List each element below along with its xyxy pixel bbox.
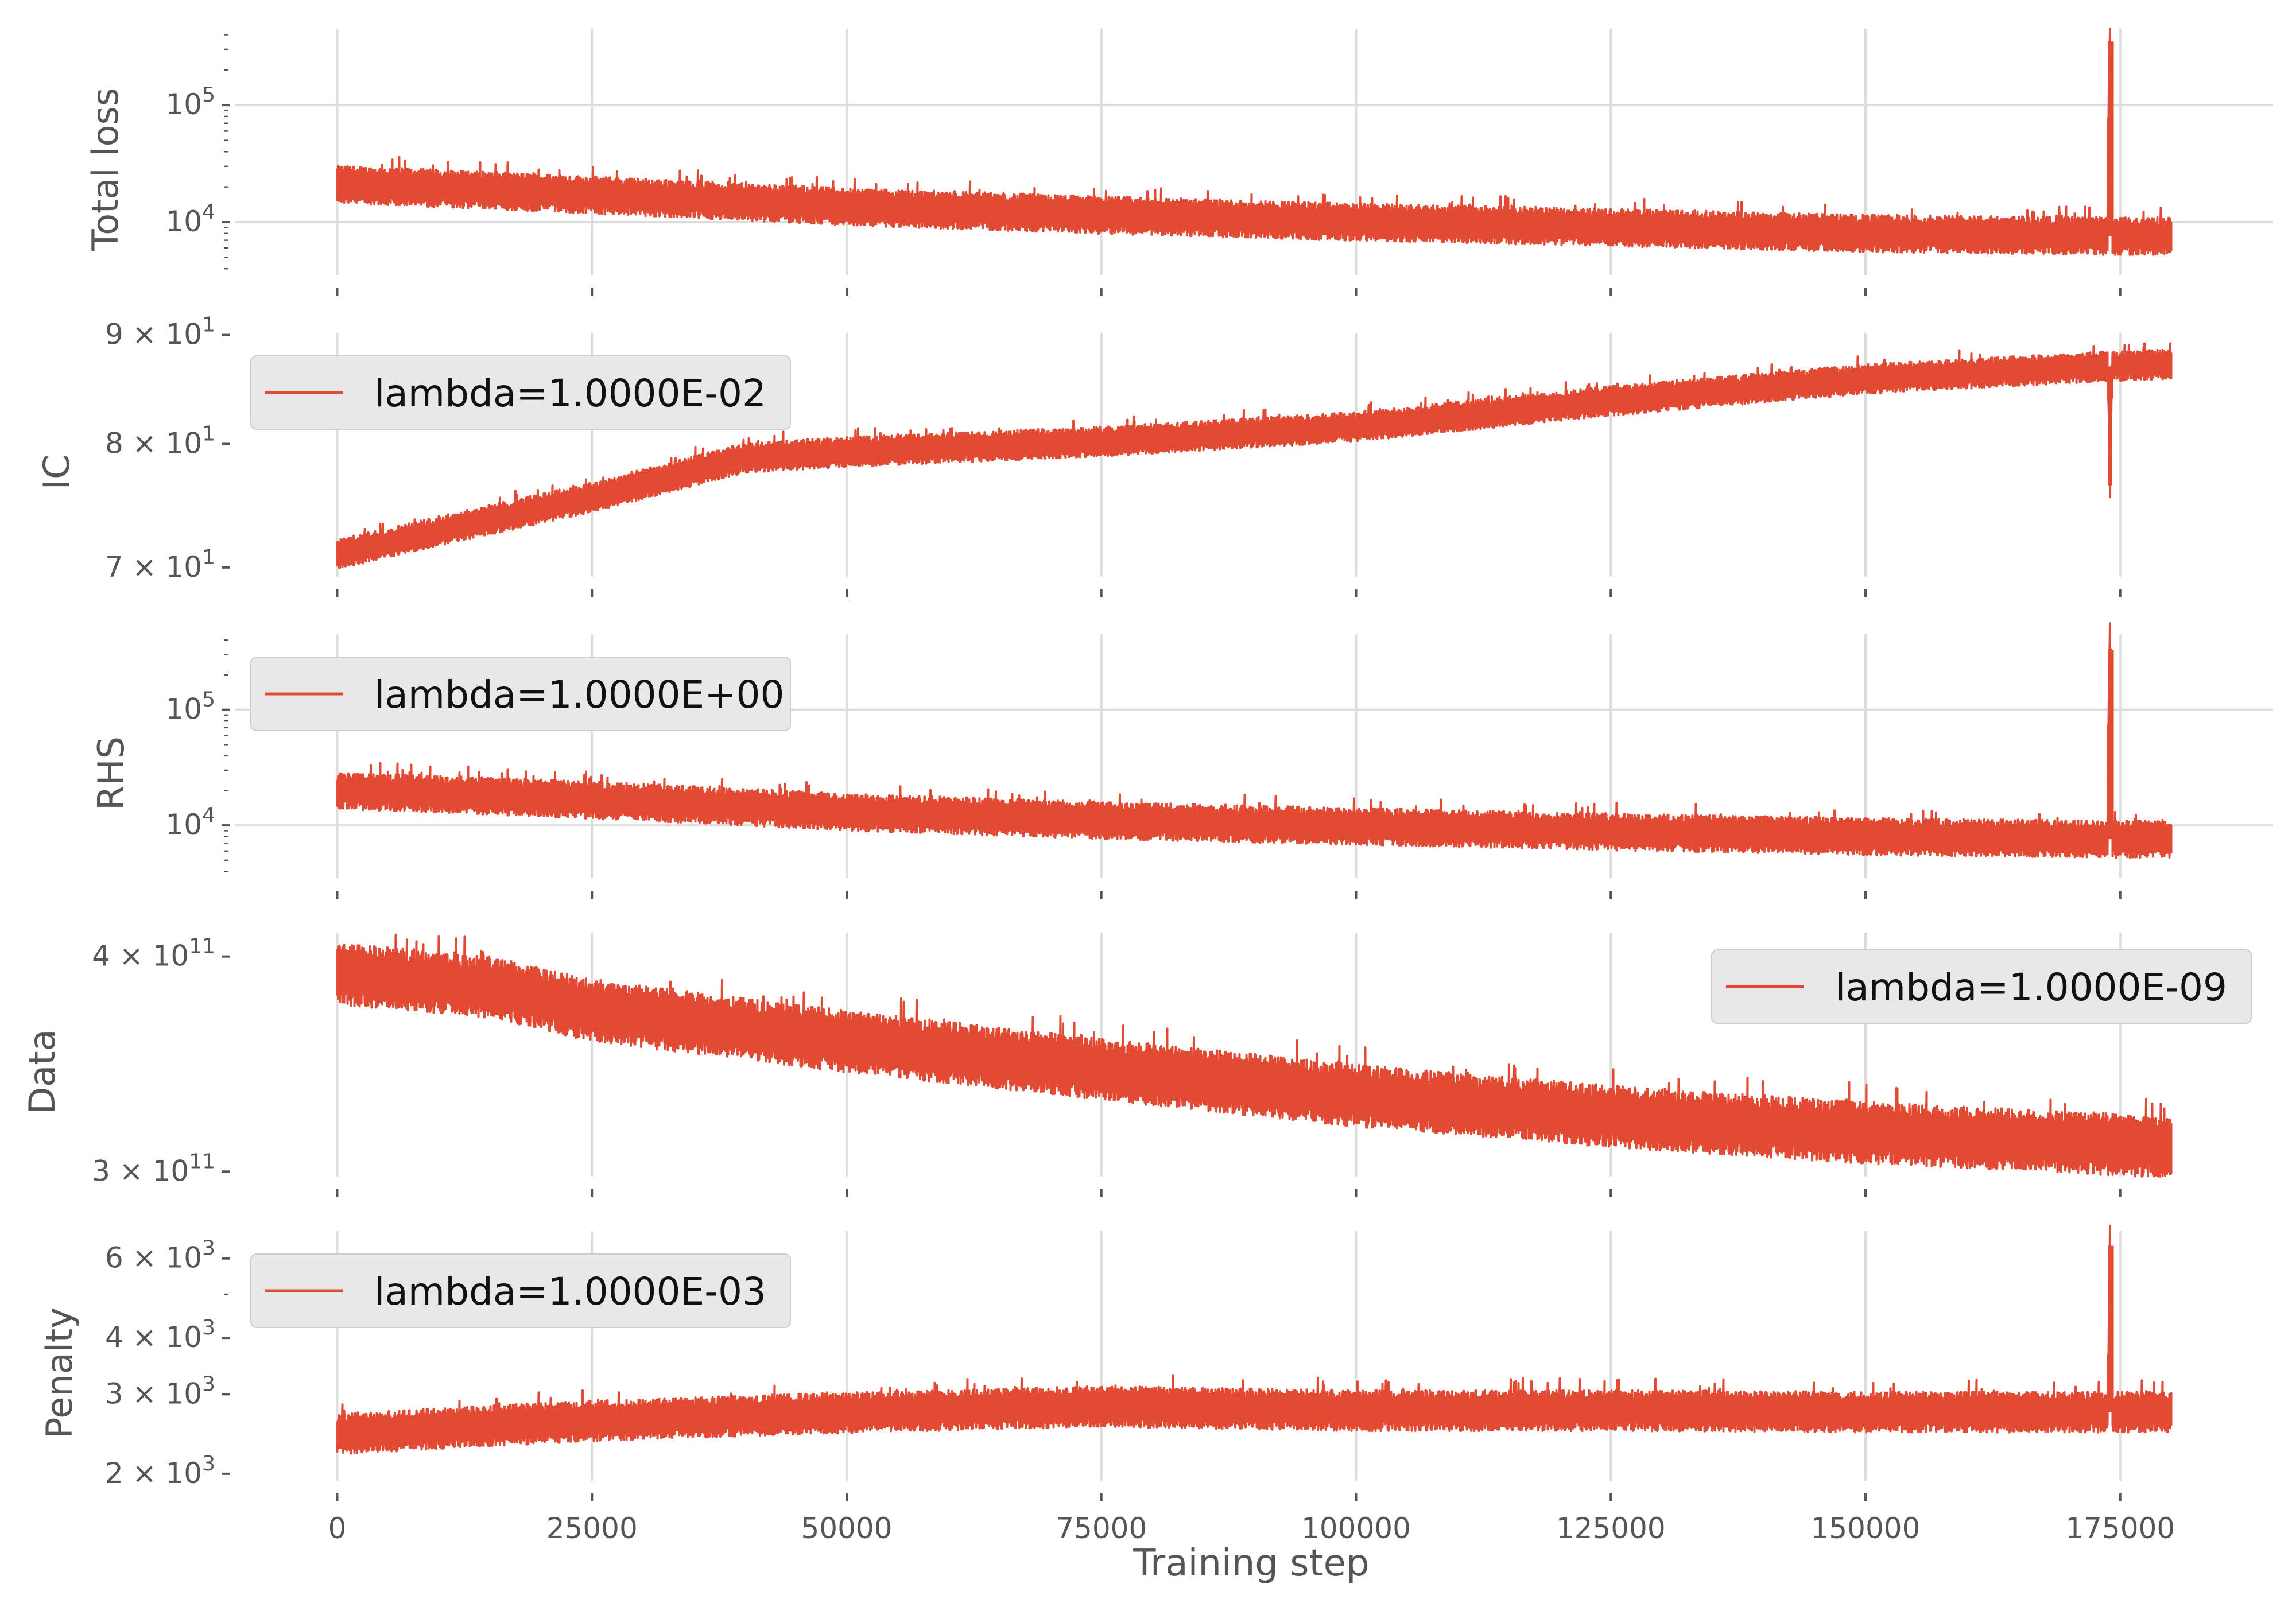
y-tick-label: 105 bbox=[165, 688, 215, 726]
series-line bbox=[336, 933, 2173, 1178]
y-tick-label: 2 × 103 bbox=[105, 1452, 215, 1490]
y-axis-label: RHS bbox=[90, 736, 132, 810]
y-tick-label: 3 × 103 bbox=[105, 1372, 215, 1410]
y-tick-label: 9 × 101 bbox=[105, 313, 215, 351]
panel-ic: 9 × 101 8 × 101 7 × 101 IC lambda=1.0000E-02 bbox=[36, 313, 2173, 597]
x-tick-label: 50000 bbox=[801, 1512, 892, 1545]
series-line bbox=[336, 27, 2173, 256]
x-tick-label: 125000 bbox=[1556, 1512, 1666, 1545]
x-tick-label: 25000 bbox=[546, 1512, 638, 1545]
legend-box bbox=[250, 355, 791, 430]
y-axis-label: Penalty bbox=[38, 1307, 80, 1439]
y-tick-label: 105 bbox=[165, 83, 215, 121]
y-axis-label: Total loss bbox=[84, 88, 126, 251]
legend: lambda=1.0000E-09 bbox=[1711, 949, 2252, 1024]
panel-data: 4 × 1011 3 × 1011 Data lambda=1.0000E-09 bbox=[21, 933, 2252, 1197]
legend: lambda=1.0000E-02 bbox=[250, 355, 791, 430]
y-tick-label: 3 × 1011 bbox=[92, 1150, 215, 1187]
x-tick-label: 175000 bbox=[2065, 1512, 2175, 1545]
panel-rhs: 105 104 RHS lambda=1.0000E+00 bbox=[90, 622, 2273, 899]
legend: lambda=1.0000E-03 bbox=[250, 1253, 791, 1328]
series-line bbox=[336, 342, 2173, 569]
x-axis-label: Training step bbox=[1133, 1542, 1369, 1585]
legend-label: lambda=1.0000E-02 bbox=[374, 371, 766, 416]
x-tick-label: 0 bbox=[328, 1512, 347, 1545]
legend-box bbox=[1711, 949, 2252, 1024]
y-tick-label: 4 × 103 bbox=[105, 1316, 215, 1354]
y-tick-label: 7 × 101 bbox=[105, 546, 215, 584]
y-axis-label: Data bbox=[21, 1029, 63, 1114]
y-tick-label: 104 bbox=[165, 804, 215, 841]
legend-box bbox=[250, 657, 791, 731]
x-tick-label: 100000 bbox=[1301, 1512, 1411, 1545]
y-axis-label: IC bbox=[36, 455, 77, 490]
panel-total-loss: 105 104 Total loss bbox=[84, 27, 2273, 296]
legend-label: lambda=1.0000E-03 bbox=[374, 1270, 766, 1314]
legend-label: lambda=1.0000E-09 bbox=[1835, 965, 2227, 1010]
y-tick-label: 104 bbox=[165, 200, 215, 238]
y-tick-label: 4 × 1011 bbox=[92, 935, 215, 973]
x-tick-label: 150000 bbox=[1811, 1512, 1921, 1545]
legend-box bbox=[250, 1253, 791, 1328]
legend-label: lambda=1.0000E+00 bbox=[374, 673, 785, 717]
x-tick-label: 75000 bbox=[1056, 1512, 1147, 1545]
series-line bbox=[336, 1224, 2173, 1455]
y-tick-label: 6 × 103 bbox=[105, 1237, 215, 1275]
legend: lambda=1.0000E+00 bbox=[250, 657, 791, 731]
series-line bbox=[336, 622, 2173, 859]
panel-penalty: 6 × 103 4 × 103 3 × 103 2 × 103 0 25000 50000 7… bbox=[38, 1224, 2175, 1545]
y-tick-label: 8 × 101 bbox=[105, 422, 215, 460]
